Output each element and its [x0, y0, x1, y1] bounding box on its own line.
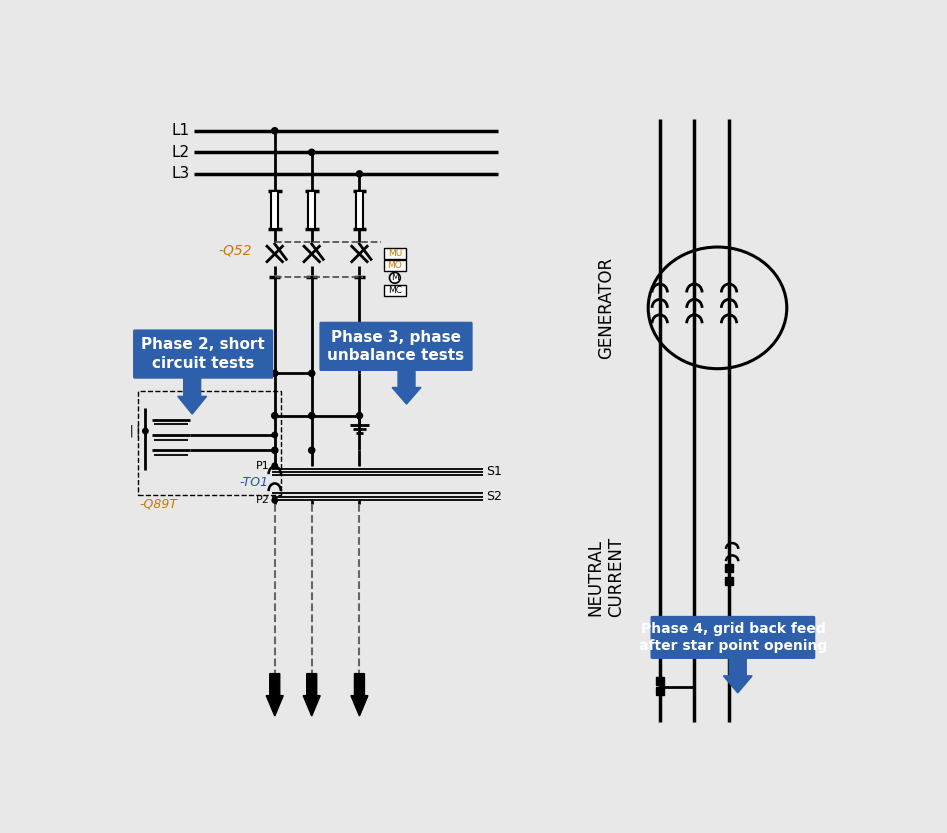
- Text: NEUTRAL
CURRENT: NEUTRAL CURRENT: [586, 537, 625, 617]
- Circle shape: [272, 463, 277, 468]
- Bar: [137, 391, 281, 495]
- Circle shape: [356, 412, 363, 419]
- Bar: [384, 285, 405, 296]
- Bar: [308, 191, 315, 229]
- Circle shape: [143, 428, 148, 434]
- Text: P2: P2: [257, 496, 270, 506]
- Polygon shape: [178, 377, 206, 414]
- Text: S2: S2: [486, 490, 502, 503]
- Circle shape: [272, 432, 277, 437]
- Circle shape: [272, 497, 277, 503]
- Bar: [725, 577, 733, 585]
- Circle shape: [309, 370, 314, 377]
- Text: M: M: [391, 273, 399, 282]
- Polygon shape: [266, 674, 283, 716]
- Text: P1: P1: [257, 461, 270, 471]
- Circle shape: [272, 412, 277, 419]
- Text: L2: L2: [171, 145, 189, 160]
- Circle shape: [309, 412, 314, 419]
- Bar: [656, 687, 664, 696]
- Bar: [271, 191, 278, 229]
- Circle shape: [309, 447, 314, 453]
- Text: L3: L3: [171, 167, 189, 182]
- Text: S1: S1: [486, 466, 502, 478]
- Text: Phase 2, short
circuit tests: Phase 2, short circuit tests: [141, 337, 265, 371]
- Circle shape: [272, 447, 277, 453]
- Polygon shape: [351, 674, 368, 716]
- Text: MC: MC: [388, 286, 402, 295]
- Text: |||: |||: [128, 425, 151, 437]
- Circle shape: [272, 127, 277, 134]
- Bar: [384, 260, 405, 271]
- Text: Phase 3, phase
unbalance tests: Phase 3, phase unbalance tests: [328, 330, 465, 363]
- Text: MO: MO: [387, 261, 402, 270]
- Text: -Q52: -Q52: [218, 243, 252, 257]
- Circle shape: [272, 447, 277, 453]
- Text: -Q89T: -Q89T: [139, 497, 177, 511]
- Bar: [384, 247, 405, 258]
- Bar: [725, 564, 733, 572]
- Circle shape: [272, 370, 277, 377]
- Polygon shape: [303, 674, 320, 716]
- FancyBboxPatch shape: [134, 329, 273, 379]
- Polygon shape: [724, 657, 752, 693]
- Circle shape: [356, 171, 363, 177]
- Text: -TO1: -TO1: [240, 476, 269, 489]
- Text: MU: MU: [387, 249, 402, 257]
- Bar: [356, 191, 363, 229]
- FancyBboxPatch shape: [319, 322, 473, 371]
- Text: GENERATOR: GENERATOR: [597, 257, 615, 359]
- Circle shape: [389, 272, 401, 283]
- Circle shape: [309, 149, 314, 156]
- Polygon shape: [392, 370, 420, 404]
- Bar: [656, 677, 664, 686]
- Text: Phase 4, grid back feed
after star point opening: Phase 4, grid back feed after star point…: [639, 621, 827, 653]
- Text: L1: L1: [171, 123, 189, 138]
- FancyBboxPatch shape: [651, 616, 815, 659]
